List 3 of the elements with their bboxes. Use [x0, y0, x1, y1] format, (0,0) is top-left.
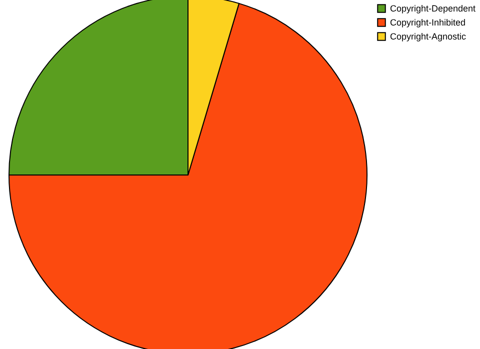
legend-label: Copyright-Dependent	[390, 4, 476, 14]
legend-label: Copyright-Agnostic	[390, 32, 467, 42]
legend-label: Copyright-Inhibited	[390, 18, 466, 28]
